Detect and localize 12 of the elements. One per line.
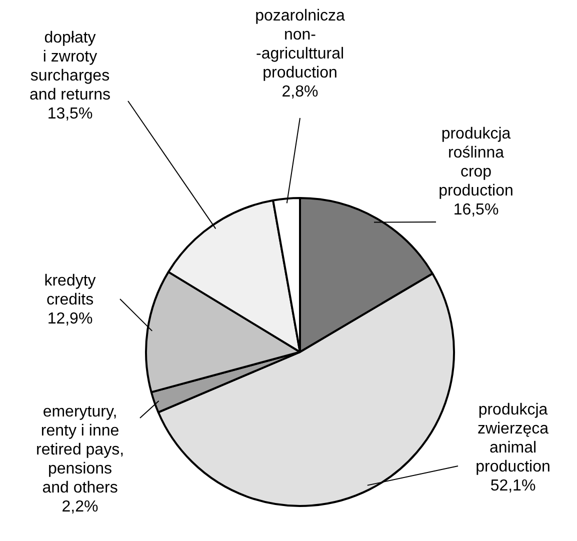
slice-label: emerytury, renty i inne retired pays, pensions and others (36, 403, 124, 496)
slice-label: dopłaty i zwroty surcharges and returns (30, 29, 110, 104)
data-label: 52,1% (490, 477, 536, 494)
data-label: 2,2% (62, 498, 98, 516)
data-label: 16,5% (453, 201, 499, 218)
slice-label: produkcja roślinna crop production (438, 125, 514, 200)
slice-label: pozarolnicza non- -agriculttural production (255, 7, 346, 82)
slice-label: kredyty credits (44, 272, 96, 308)
data-label: 13,5% (47, 105, 93, 122)
data-label: 12,9% (47, 310, 93, 328)
slice-label: produkcja zwierzęca animal production (476, 401, 550, 476)
data-label: 2,8% (282, 83, 318, 100)
